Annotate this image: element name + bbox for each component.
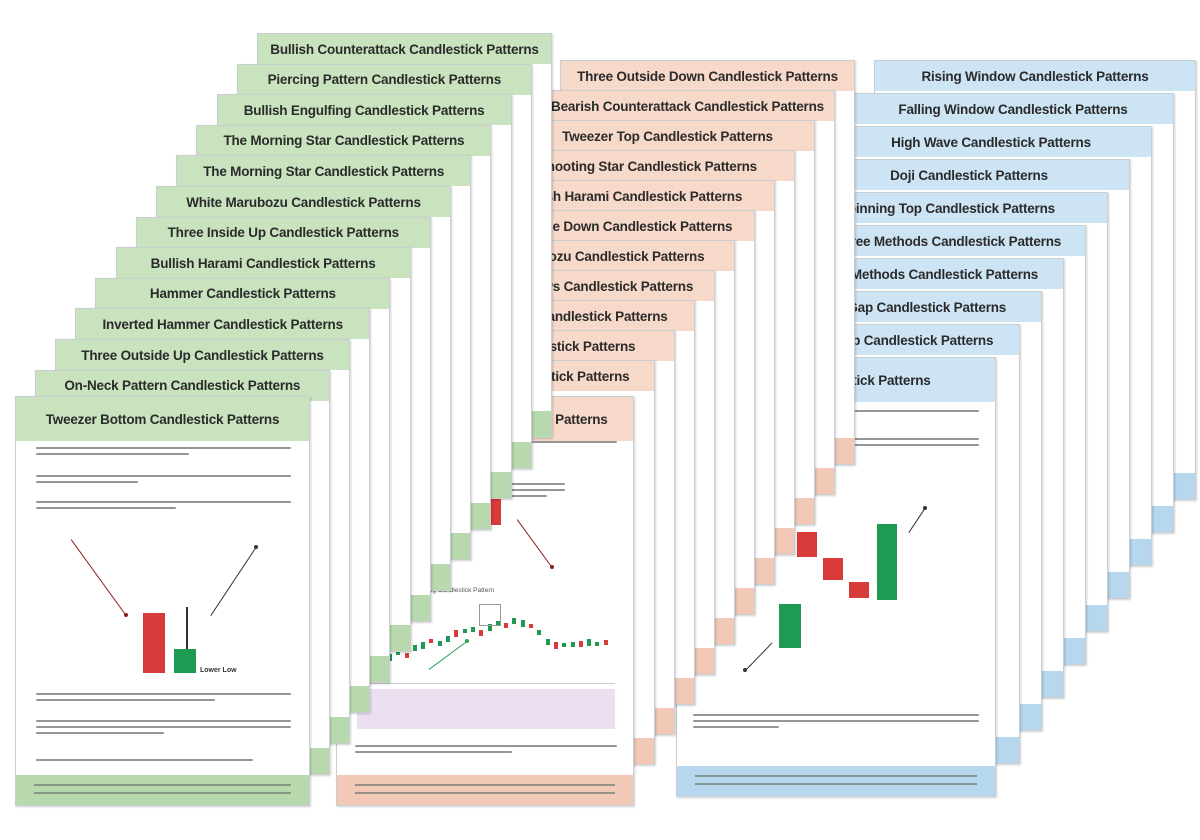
paragraph-text — [36, 447, 291, 459]
footer-rule — [34, 792, 291, 794]
card-title: Falling Window Candlestick Patterns — [853, 94, 1173, 124]
green-card-13: Tweezer Bottom Candlestick Patterns Lower… — [15, 396, 310, 806]
pointer-dot — [254, 545, 258, 549]
card-title: Tweezer Bottom Candlestick Patterns — [16, 397, 309, 441]
footer-rule — [355, 792, 615, 794]
card-title: Inverted Hammer Candlestick Patterns — [76, 309, 370, 340]
card-title: On-Neck Pattern Candlestick Patterns — [35, 370, 329, 401]
bullish-candle — [421, 642, 426, 649]
bullish-candle — [512, 618, 517, 624]
card-title: Tweezer Top Candlestick Patterns — [521, 121, 814, 151]
paragraph-text — [36, 720, 291, 738]
bullish-candle — [520, 620, 525, 628]
footer-rule — [695, 783, 977, 785]
card-footer — [16, 775, 309, 805]
bullish-candle — [587, 639, 592, 646]
pointer-line-left — [744, 642, 773, 672]
card-title: Doji Candlestick Patterns — [809, 160, 1129, 190]
bearish-candle — [504, 622, 509, 628]
paragraph-text — [355, 745, 617, 757]
paragraph-text — [36, 693, 291, 705]
bearish-candle — [603, 640, 608, 646]
pattern-highlight-box — [479, 604, 501, 626]
bullish-candle — [462, 628, 467, 633]
card-title: Hammer Candlestick Patterns — [96, 278, 390, 309]
card-title: Rising Window Candlestick Patterns — [875, 61, 1195, 91]
paragraph-text — [36, 759, 291, 765]
pointer-dot — [124, 613, 128, 617]
bullish-candle — [545, 639, 550, 645]
paragraph-text — [36, 475, 291, 487]
lower-low-label: Lower Low — [200, 667, 237, 674]
paragraph-text — [505, 483, 565, 501]
bullish-candle — [470, 627, 475, 632]
bullish-candle — [446, 636, 450, 642]
card-title: White Marubozu Candlestick Patterns — [157, 187, 450, 217]
bullish-candle — [877, 524, 897, 600]
bullish-candle — [495, 621, 500, 625]
bearish-candle — [553, 642, 558, 649]
bullish-candle — [174, 649, 196, 673]
bullish-candle — [537, 630, 542, 635]
pointer-line-right — [908, 508, 926, 534]
bullish-candle — [570, 642, 575, 647]
bullish-candle — [595, 642, 600, 646]
card-title: Bullish Harami Candlestick Patterns — [116, 248, 410, 279]
paragraph-text — [693, 714, 979, 732]
footer-rule — [34, 784, 291, 786]
candle-wick — [186, 607, 188, 649]
bearish-candle — [404, 652, 409, 658]
pointer-dot — [550, 565, 554, 569]
bearish-candle — [143, 613, 165, 673]
bearish-candle — [454, 630, 459, 637]
card-title: Bullish Engulfing Candlestick Patterns — [217, 95, 511, 126]
bullish-candle — [412, 645, 417, 651]
card-title: Bearish Counterattack Candlestick Patter… — [541, 91, 834, 121]
bullish-candle — [437, 640, 442, 646]
footer-rule — [695, 775, 977, 777]
bullish-candle — [396, 651, 401, 655]
volume-panel — [357, 689, 615, 729]
card-title: The Morning Star Candlestick Patterns — [197, 125, 491, 156]
pointer-line-right — [516, 519, 553, 569]
paragraph-text — [36, 501, 291, 513]
card-title: Three Outside Up Candlestick Patterns — [56, 340, 349, 370]
bearish-candle — [429, 639, 434, 643]
card-footer — [337, 775, 633, 805]
card-title: The Morning Star Candlestick Patterns — [177, 156, 471, 187]
card-title: Piercing Pattern Candlestick Patterns — [237, 64, 531, 95]
bullish-candle — [487, 624, 492, 631]
bearish-candle — [529, 624, 533, 628]
bullish-candle — [562, 643, 567, 648]
card-title: Bullish Counterattack Candlestick Patter… — [258, 34, 551, 64]
card-title: Spinning Top Candlestick Patterns — [787, 193, 1107, 223]
pointer-dot — [923, 506, 927, 510]
card-footer — [677, 766, 995, 796]
pointer-line-right — [210, 547, 257, 617]
card-title: Three Inside Up Candlestick Patterns — [136, 217, 430, 248]
bearish-candle — [797, 532, 817, 557]
pointer-dot — [465, 639, 469, 643]
pointer-line-left — [70, 539, 127, 617]
card-title: Three Outside Down Candlestick Patterns — [561, 61, 854, 91]
bearish-candle — [823, 558, 843, 580]
card-title: High Wave Candlestick Patterns — [831, 127, 1151, 157]
pointer-dot — [743, 668, 747, 672]
bullish-candle — [779, 604, 801, 648]
bearish-candle — [849, 582, 869, 598]
bearish-candle — [578, 640, 583, 647]
bearish-candle — [479, 630, 484, 636]
footer-rule — [355, 784, 615, 786]
